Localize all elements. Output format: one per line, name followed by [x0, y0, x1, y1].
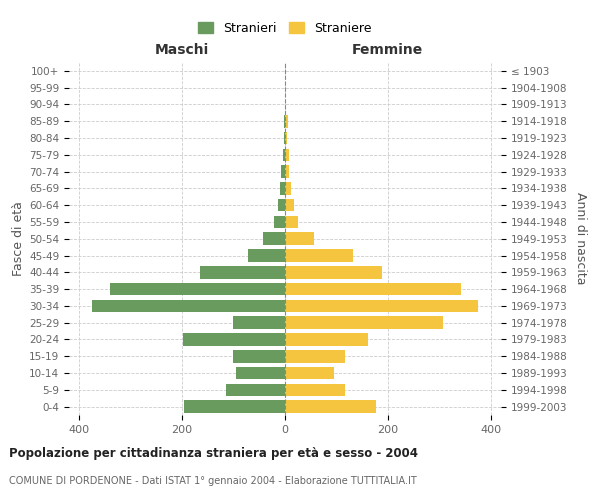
- Bar: [285, 115, 287, 128]
- Bar: [110, 283, 285, 296]
- Bar: [283, 148, 285, 161]
- Text: Popolazione per cittadinanza straniera per età e sesso - 2004: Popolazione per cittadinanza straniera p…: [9, 448, 418, 460]
- Bar: [92, 300, 285, 312]
- Text: Femmine: Femmine: [352, 44, 424, 58]
- Bar: [248, 249, 285, 262]
- Bar: [285, 350, 344, 362]
- Bar: [183, 333, 285, 346]
- Bar: [278, 199, 285, 211]
- Bar: [285, 148, 289, 161]
- Bar: [281, 166, 285, 178]
- Bar: [284, 132, 285, 144]
- Bar: [233, 316, 285, 329]
- Text: COMUNE DI PORDENONE - Dati ISTAT 1° gennaio 2004 - Elaborazione TUTTITALIA.IT: COMUNE DI PORDENONE - Dati ISTAT 1° genn…: [9, 476, 417, 486]
- Bar: [200, 266, 285, 278]
- Legend: Stranieri, Straniere: Stranieri, Straniere: [193, 16, 377, 40]
- Bar: [285, 266, 382, 278]
- Bar: [285, 333, 368, 346]
- Bar: [263, 232, 285, 245]
- Bar: [285, 300, 478, 312]
- Bar: [284, 115, 285, 128]
- Bar: [285, 132, 287, 144]
- Bar: [285, 283, 461, 296]
- Bar: [233, 350, 285, 362]
- Bar: [226, 384, 285, 396]
- Bar: [285, 182, 291, 194]
- Text: Maschi: Maschi: [155, 44, 209, 58]
- Bar: [285, 166, 289, 178]
- Y-axis label: Anni di nascita: Anni di nascita: [574, 192, 587, 285]
- Bar: [274, 216, 285, 228]
- Bar: [285, 232, 314, 245]
- Bar: [285, 316, 443, 329]
- Bar: [285, 384, 344, 396]
- Bar: [184, 400, 285, 413]
- Bar: [285, 216, 298, 228]
- Bar: [285, 249, 353, 262]
- Bar: [236, 366, 285, 380]
- Y-axis label: Fasce di età: Fasce di età: [12, 202, 25, 276]
- Bar: [285, 400, 376, 413]
- Bar: [285, 366, 334, 380]
- Bar: [285, 199, 294, 211]
- Bar: [280, 182, 285, 194]
